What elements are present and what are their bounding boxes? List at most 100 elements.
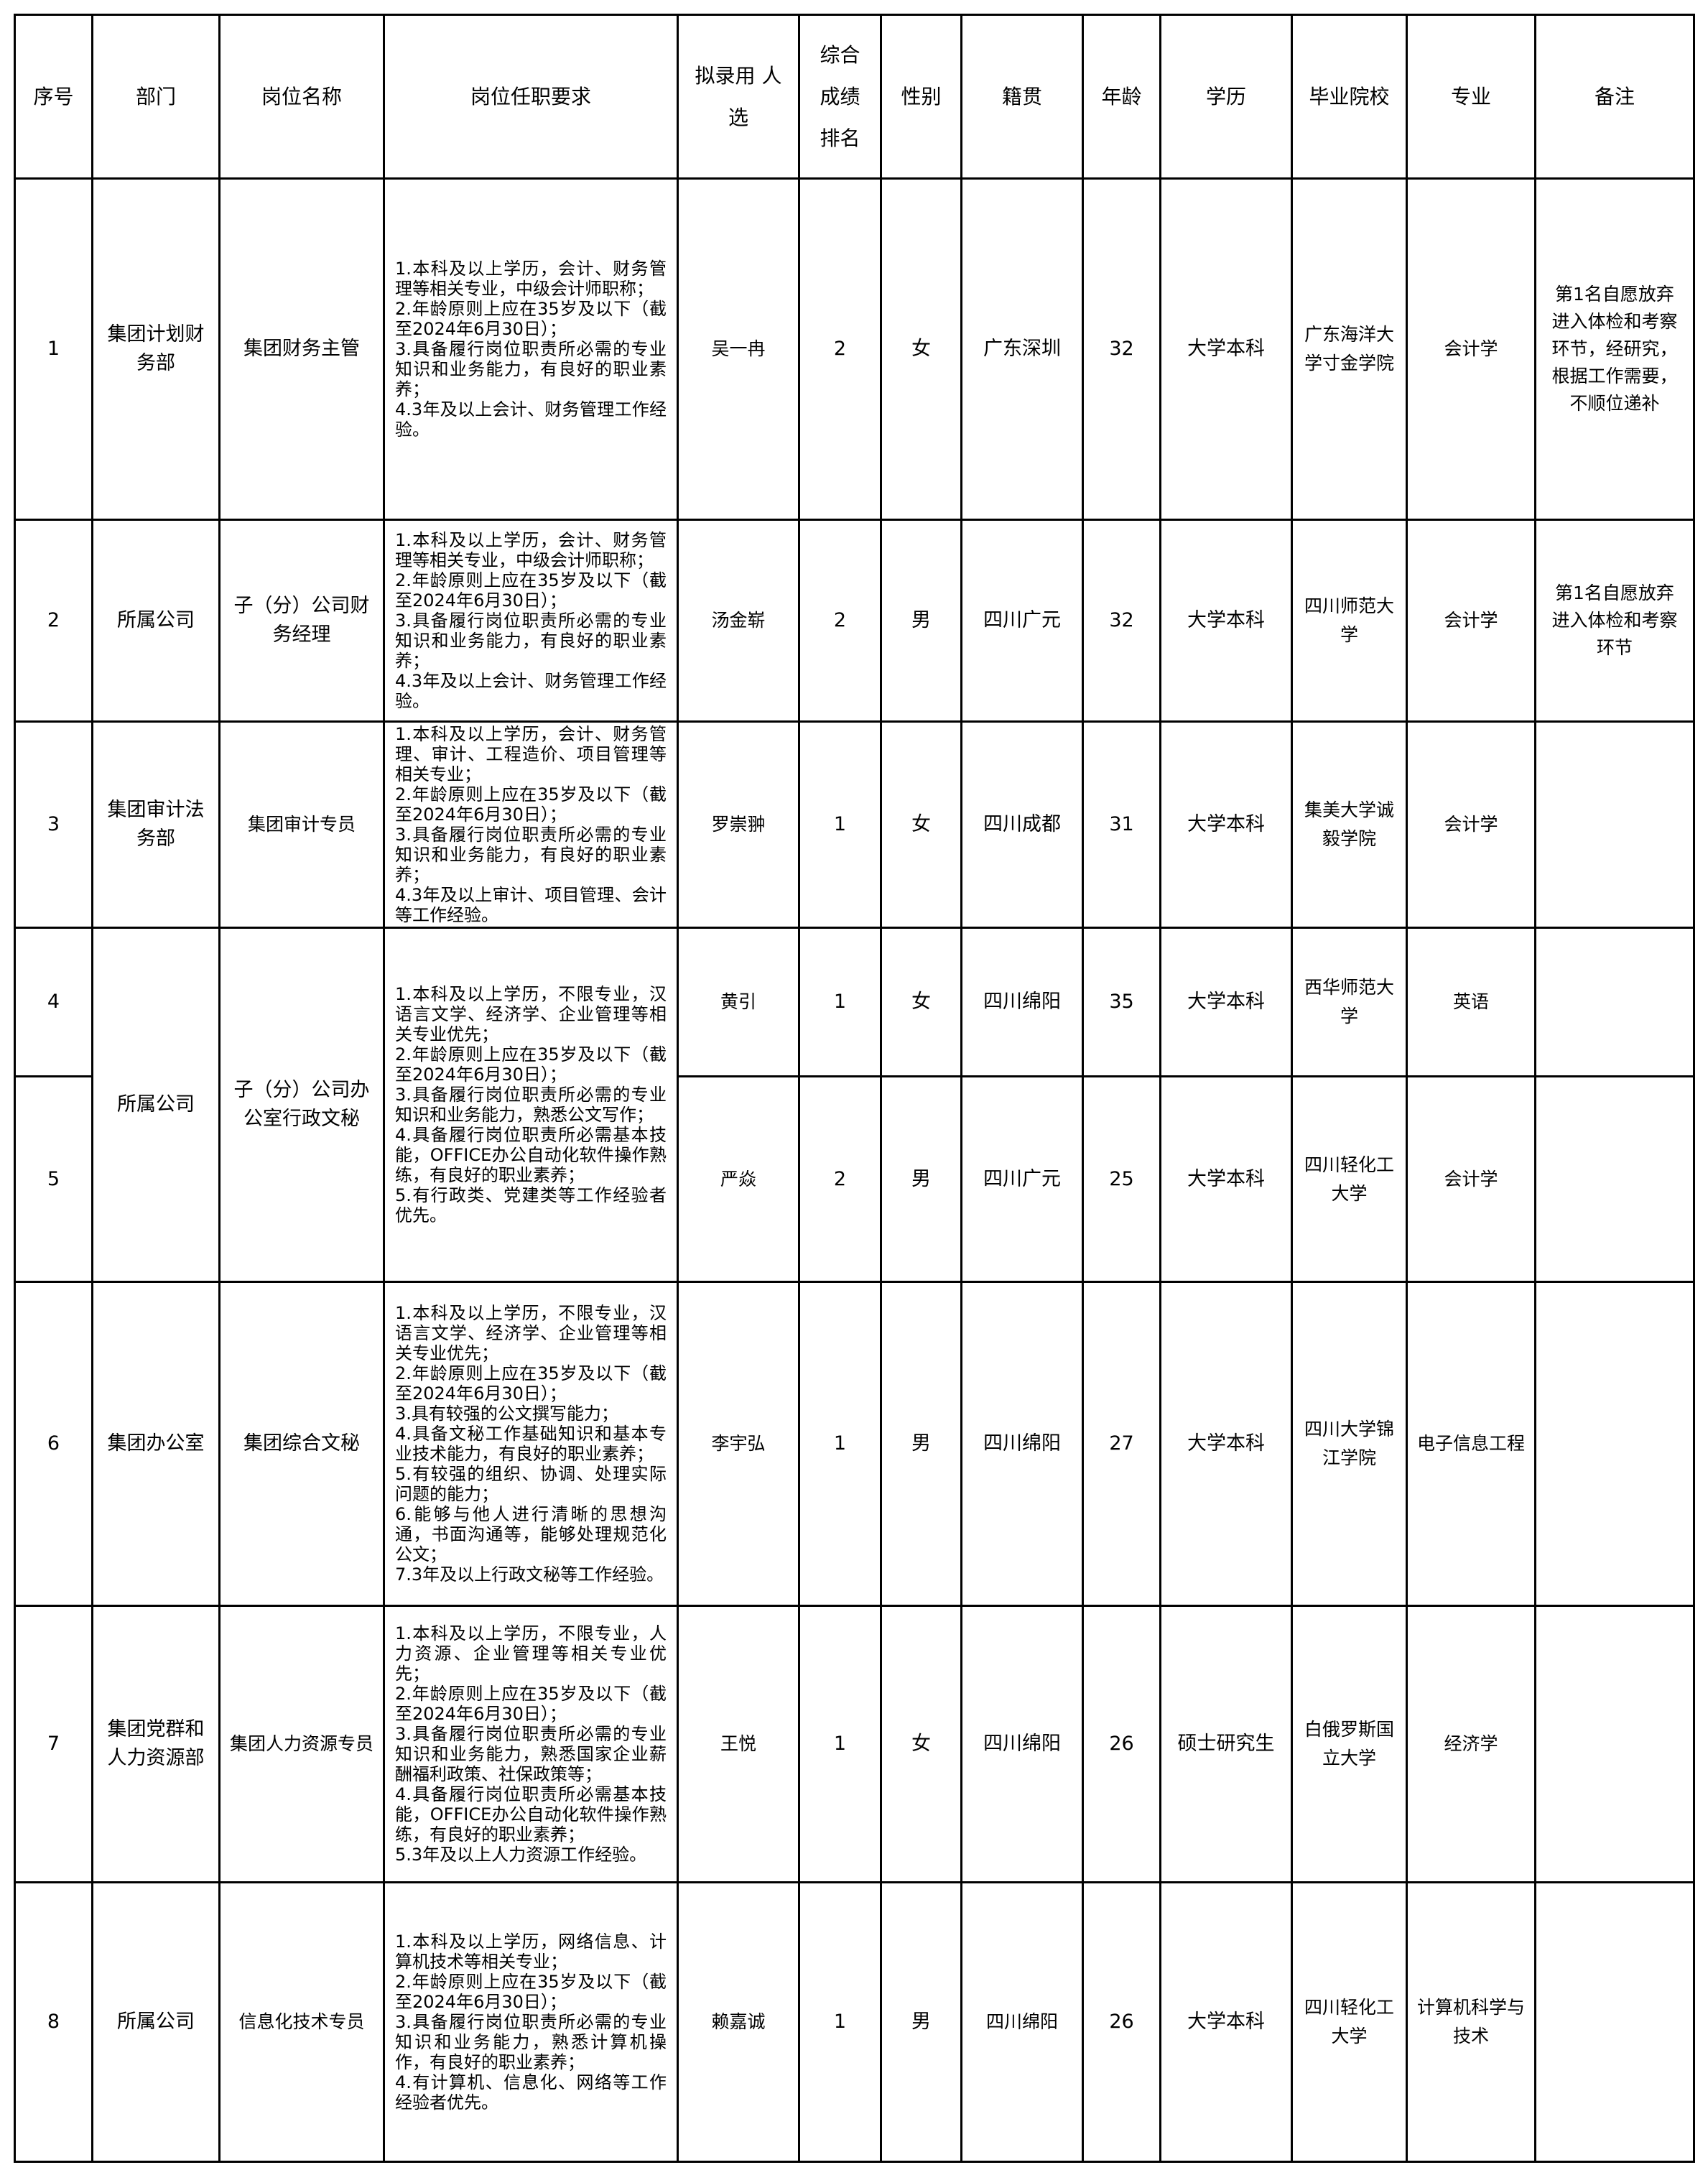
department: 所属公司 [91,1881,221,2163]
age: 26 [1082,1881,1161,2163]
age: 31 [1082,720,1161,929]
score-rank: 1 [798,720,882,929]
graduate-school: 四川轻化工大学 [1291,1075,1408,1283]
major: 英语 [1406,927,1536,1077]
candidate-name: 王悦 [677,1605,800,1883]
graduate-school: 广东海洋大学寸金学院 [1291,177,1408,521]
age: 35 [1082,927,1161,1077]
native-place: 四川广元 [960,519,1084,723]
header-col-major: 专业 [1406,14,1536,180]
major: 计算机科学与技术 [1406,1881,1536,2163]
remark [1534,1881,1695,2163]
header-col-requirements: 岗位任职要求 [383,14,679,180]
major: 电子信息工程 [1406,1281,1536,1607]
position-title: 集团综合文秘 [218,1281,385,1607]
row-number: 6 [14,1281,93,1607]
gender: 女 [880,927,962,1077]
row-number: 1 [14,177,93,521]
graduate-school: 白俄罗斯国立大学 [1291,1605,1408,1883]
row-number: 4 [14,927,93,1077]
row-number: 3 [14,720,93,929]
candidate-name: 汤金崭 [677,519,800,723]
graduate-school: 四川轻化工大学 [1291,1881,1408,2163]
score-rank: 2 [798,1075,882,1283]
header-col-school: 毕业院校 [1291,14,1408,180]
table-row: 8 所属公司 信息化技术专员 1.本科及以上学历，网络信息、计算机技术等相关专业； 2… [14,1881,1695,2163]
graduate-school: 集美大学诚毅学院 [1291,720,1408,929]
education: 大学本科 [1159,1281,1293,1607]
gender: 女 [880,720,962,929]
position-requirements: 1.本科及以上学历，会计、财务管理、审计、工程造价、项目管理等相关专业； 2.年… [383,720,679,929]
score-rank: 1 [798,1281,882,1607]
row-number: 8 [14,1881,93,2163]
age: 27 [1082,1281,1161,1607]
header-col-origin: 籍贯 [960,14,1084,180]
position-requirements: 1.本科及以上学历，不限专业，汉语言文学、经济学、企业管理等相关专业优先； 2.… [383,927,679,1283]
position-title: 信息化技术专员 [218,1881,385,2163]
gender: 男 [880,1075,962,1283]
row-number: 5 [14,1075,93,1283]
gender: 男 [880,519,962,723]
position-title: 集团人力资源专员 [218,1605,385,1883]
table-row: 4 所属公司 子（分）公司办公室行政文秘 1.本科及以上学历，不限专业，汉语言文学、经… [14,927,1695,1283]
age: 25 [1082,1075,1161,1283]
score-rank: 1 [798,927,882,1077]
recruitment-table: 序号 部门 岗位名称 岗位任职要求 拟录用 人选 综合成绩排名 性别 籍贯 年龄 学历 毕业院校 专业… [14,14,1695,2163]
education: 大学本科 [1159,927,1293,1077]
position-requirements: 1.本科及以上学历，不限专业，人力资源、企业管理等相关专业优先； 2.年龄原则上… [383,1605,679,1883]
education: 硕士研究生 [1159,1605,1293,1883]
education: 大学本科 [1159,1881,1293,2163]
department: 集团党群和人力资源部 [91,1605,221,1883]
remark [1534,1605,1695,1883]
header-col-gender: 性别 [880,14,962,180]
graduate-school: 四川师范大学 [1291,519,1408,723]
header-col-education: 学历 [1159,14,1293,180]
native-place: 广东深圳 [960,177,1084,521]
education: 大学本科 [1159,1075,1293,1283]
score-rank: 1 [798,1605,882,1883]
position-requirements: 1.本科及以上学历，网络信息、计算机技术等相关专业； 2.年龄原则上应在35岁及… [383,1881,679,2163]
position-title: 集团审计专员 [218,720,385,929]
candidate-name: 黄引 [677,927,800,1077]
gender: 男 [880,1881,962,2163]
header-col-no: 序号 [14,14,93,180]
header-col-age: 年龄 [1082,14,1161,180]
major: 经济学 [1406,1605,1536,1883]
score-rank: 2 [798,519,882,723]
table-row: 1 集团计划财务部 集团财务主管 1.本科及以上学历，会计、财务管理等相关专业，中级会… [14,177,1695,521]
table-row: 5 严焱 2 男四川广元 25 大学本科 四川轻化工大学 会计学 [14,1075,1695,1283]
row-number: 7 [14,1605,93,1883]
header-col-title: 岗位名称 [218,14,385,180]
table-row: 3 集团审计法务部 集团审计专员 1.本科及以上学历，会计、财务管理、审计、工程造价、… [14,720,1695,929]
remark: 第1名自愿放弃进入体检和考察环节 [1534,519,1695,723]
score-rank: 1 [798,1881,882,2163]
remark [1534,720,1695,929]
row-number: 2 [14,519,93,723]
department: 集团办公室 [91,1281,221,1607]
gender: 女 [880,1605,962,1883]
department: 所属公司 [91,927,221,1283]
remark [1534,1075,1695,1283]
position-title: 集团财务主管 [218,177,385,521]
remark: 第1名自愿放弃进入体检和考察环节，经研究，根据工作需要，不顺位递补 [1534,177,1695,521]
department: 集团计划财务部 [91,177,221,521]
table-row: 2 所属公司 子（分）公司财务经理 1.本科及以上学历，会计、财务管理等相关专业，中级… [14,519,1695,723]
age: 32 [1082,177,1161,521]
major: 会计学 [1406,1075,1536,1283]
major: 会计学 [1406,720,1536,929]
native-place: 四川绵阳 [960,1605,1084,1883]
header-col-remark: 备注 [1534,14,1695,180]
native-place: 四川绵阳 [960,1881,1084,2163]
graduate-school: 四川大学锦江学院 [1291,1281,1408,1607]
graduate-school: 西华师范大学 [1291,927,1408,1077]
candidate-name: 罗崇翀 [677,720,800,929]
major: 会计学 [1406,519,1536,723]
gender: 女 [880,177,962,521]
header-col-rank: 综合成绩排名 [798,14,882,180]
native-place: 四川广元 [960,1075,1084,1283]
header-col-dept: 部门 [91,14,221,180]
native-place: 四川绵阳 [960,1281,1084,1607]
position-requirements: 1.本科及以上学历，不限专业，汉语言文学、经济学、企业管理等相关专业优先； 2.… [383,1281,679,1607]
gender: 男 [880,1281,962,1607]
department: 集团审计法务部 [91,720,221,929]
